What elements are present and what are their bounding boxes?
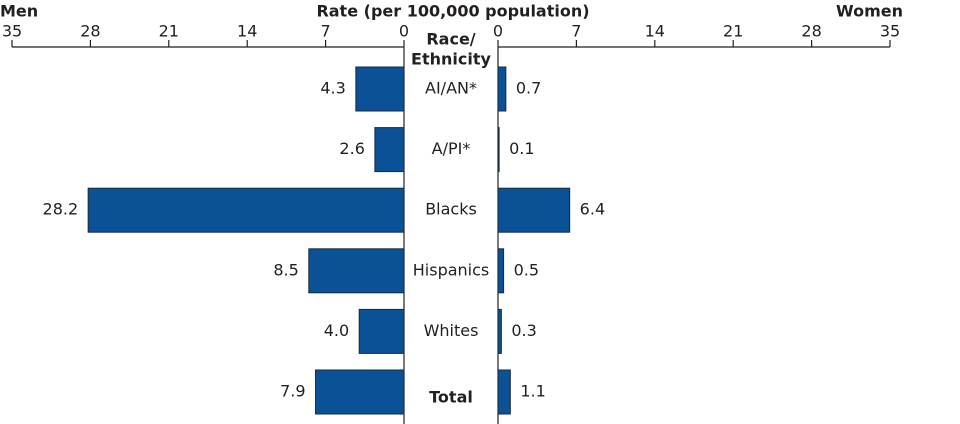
- bar: [497, 308, 502, 354]
- value-label: 4.0: [324, 321, 349, 340]
- value-label: 0.7: [516, 79, 541, 98]
- value-label: 1.1: [520, 382, 545, 401]
- x-tick-label: 21: [723, 22, 743, 41]
- value-label: 28.2: [43, 200, 79, 219]
- value-label: 4.3: [320, 79, 345, 98]
- category-label: Total: [429, 388, 473, 407]
- value-label: 2.6: [339, 139, 364, 158]
- x-tick-label: 35: [880, 22, 900, 41]
- bar: [355, 66, 405, 112]
- x-tick-label: 0: [493, 22, 503, 41]
- bar: [497, 127, 500, 173]
- category-axis-label: Ethnicity: [411, 50, 491, 69]
- bar: [315, 369, 405, 415]
- bar: [497, 248, 505, 294]
- category-label: Whites: [424, 321, 479, 340]
- value-label: 0.3: [511, 321, 536, 340]
- x-tick-label: 28: [80, 22, 100, 41]
- bar: [374, 127, 405, 173]
- value-label: 0.5: [514, 260, 539, 279]
- x-tick-label: 0: [399, 22, 409, 41]
- panel-label: Men: [0, 2, 38, 21]
- bar: [87, 187, 405, 233]
- category-label: Blacks: [425, 200, 477, 219]
- x-tick-label: 7: [321, 22, 331, 41]
- category-label: AI/AN*: [425, 79, 477, 98]
- value-label: 8.5: [273, 260, 298, 279]
- bar: [497, 187, 571, 233]
- bar: [358, 308, 405, 354]
- category-label: Hispanics: [413, 260, 490, 279]
- x-tick-label: 14: [645, 22, 665, 41]
- category-axis-label: Race/: [426, 30, 475, 49]
- panel-label: Women: [836, 2, 903, 21]
- bar: [308, 248, 405, 294]
- x-tick-label: 7: [571, 22, 581, 41]
- bar: [497, 369, 511, 415]
- value-label: 6.4: [580, 200, 605, 219]
- value-label: 7.9: [280, 382, 305, 401]
- value-label: 0.1: [509, 139, 534, 158]
- x-tick-label: 35: [2, 22, 22, 41]
- x-tick-label: 21: [159, 22, 179, 41]
- bar: [497, 66, 507, 112]
- category-label: A/PI*: [432, 139, 471, 158]
- x-tick-label: 28: [801, 22, 821, 41]
- x-tick-label: 14: [237, 22, 257, 41]
- chart-title: Rate (per 100,000 population): [316, 2, 589, 21]
